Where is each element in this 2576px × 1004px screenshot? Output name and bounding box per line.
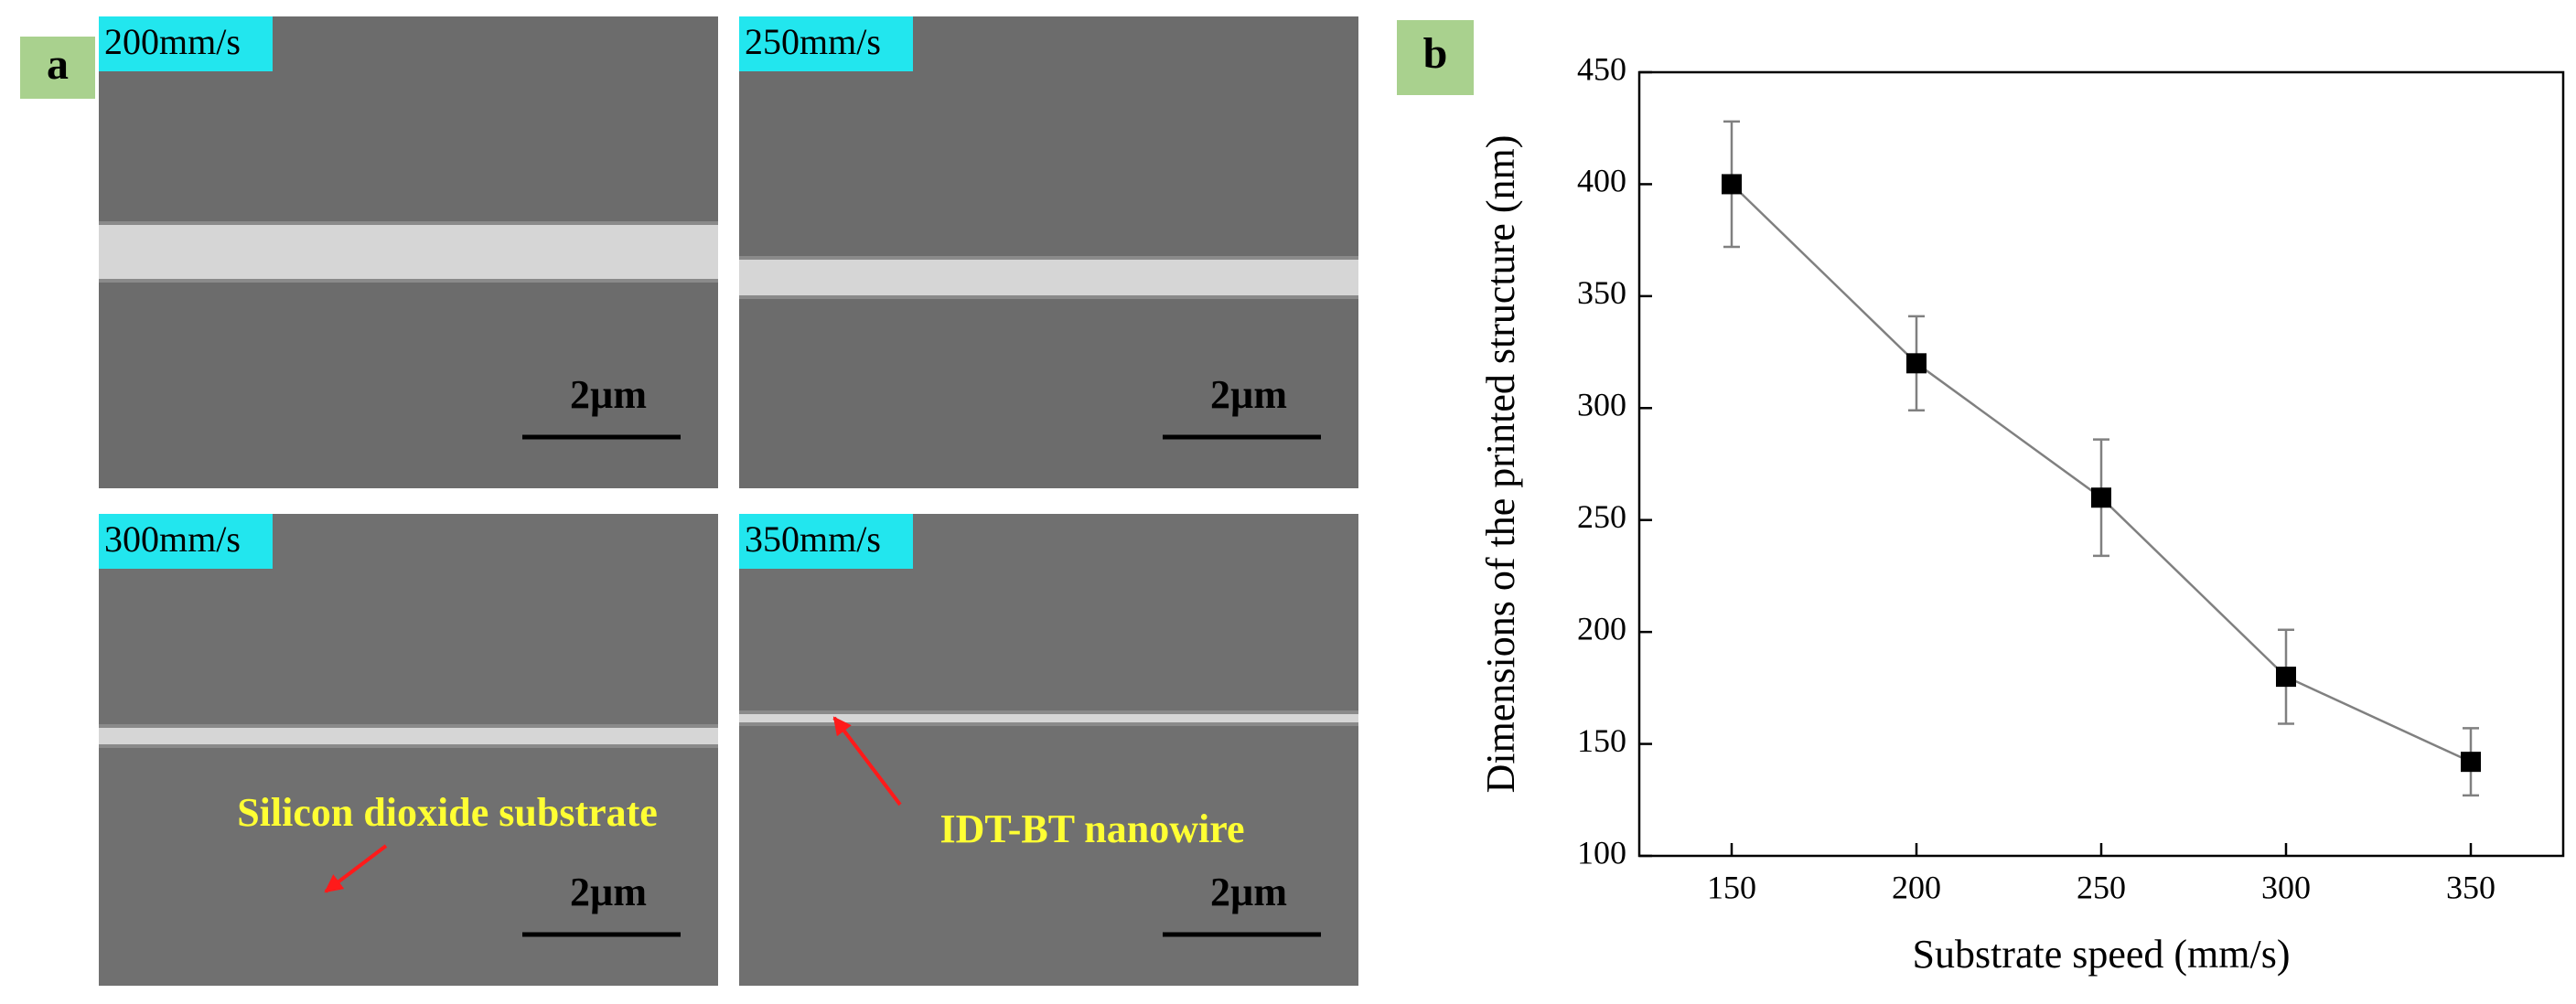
speed-label: 200mm/s — [104, 21, 241, 62]
nanowire — [99, 728, 718, 744]
scale-bar-label: 2µm — [570, 372, 647, 417]
panel-label: a — [47, 40, 69, 89]
speed-label: 300mm/s — [104, 518, 241, 560]
y-tick-label: 200 — [1577, 610, 1626, 646]
data-point — [1906, 353, 1927, 374]
y-tick-label: 450 — [1577, 50, 1626, 87]
data-point — [2461, 752, 2481, 773]
speed-label: 350mm/s — [745, 518, 881, 560]
y-tick-label: 400 — [1577, 163, 1626, 199]
scale-bar-label: 2µm — [570, 870, 647, 914]
x-axis-label: Substrate speed (mm/s) — [1912, 932, 2290, 977]
sem-image — [739, 514, 1358, 986]
annotation-arrow — [324, 844, 388, 893]
sem-image — [99, 514, 718, 986]
panel-label: b — [1423, 29, 1448, 78]
annotation: Silicon dioxide substrate — [237, 790, 658, 835]
scale-bar-label: 2µm — [1210, 372, 1287, 417]
y-axis-label: Dimensions of the printed structure (nm) — [1478, 135, 1523, 794]
sem-panel: 200mm/s 2µm 250mm/s 2µm 300mm/s 2µm 350mm/s 2µm… — [99, 16, 1358, 986]
y-tick-label: 350 — [1577, 274, 1626, 311]
x-tick-label: 350 — [2446, 869, 2496, 905]
nanowire — [99, 225, 718, 279]
annotation: IDT-BT nanowire — [940, 806, 1245, 851]
speed-label-box — [99, 16, 273, 71]
data-point — [2091, 487, 2111, 508]
data-point — [2276, 667, 2296, 688]
nanowire — [739, 714, 1358, 722]
x-tick-label: 300 — [2261, 869, 2311, 905]
speed-label-box — [739, 16, 913, 71]
y-tick-label: 150 — [1577, 722, 1626, 759]
y-tick-label: 250 — [1577, 498, 1626, 535]
y-tick-label: 100 — [1577, 834, 1626, 870]
data-point — [1722, 174, 1742, 195]
scale-bar-label: 2µm — [1210, 870, 1287, 914]
x-tick-label: 250 — [2077, 869, 2126, 905]
chart: 100 150 200 250 300 350 400 450 150 200 250 300 350 S… — [1478, 50, 2565, 977]
speed-label: 250mm/s — [745, 21, 881, 62]
x-tick-label: 150 — [1707, 869, 1756, 905]
panel-label-box — [20, 37, 95, 99]
sem-image — [739, 16, 1358, 488]
annotation-arrow — [832, 716, 902, 806]
nanowire — [739, 260, 1358, 295]
speed-label-box — [739, 514, 913, 569]
y-tick-label: 300 — [1577, 387, 1626, 423]
x-tick-label: 200 — [1892, 869, 1941, 905]
speed-label-box — [99, 514, 273, 569]
panel-label-box — [1397, 20, 1474, 95]
